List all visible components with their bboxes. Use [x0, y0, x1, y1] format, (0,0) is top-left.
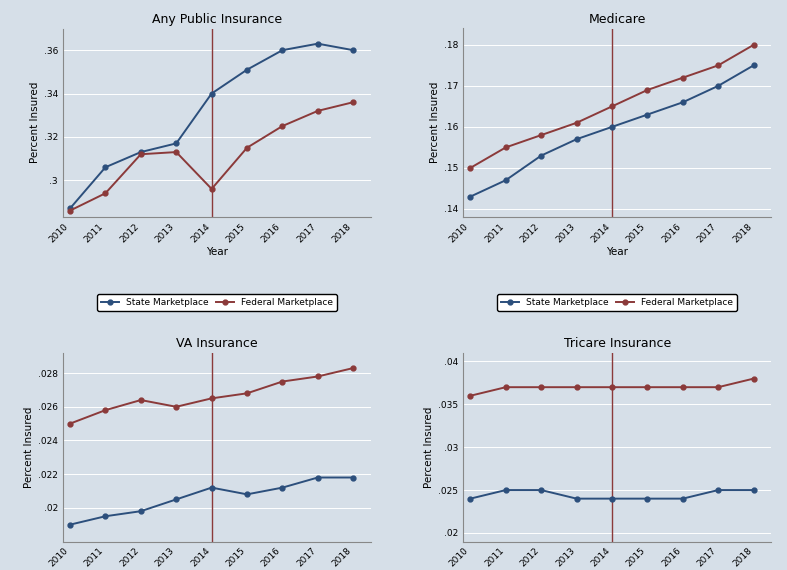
State Marketplace: [278, 484, 287, 491]
Federal Marketplace: [572, 384, 582, 390]
Federal Marketplace: [207, 185, 216, 192]
Title: Medicare: Medicare: [589, 13, 646, 26]
Federal Marketplace: [643, 87, 652, 93]
State Marketplace: [172, 140, 181, 147]
State Marketplace: [749, 487, 759, 494]
State Marketplace: [714, 487, 723, 494]
State Marketplace: [608, 495, 617, 502]
Y-axis label: Percent Insured: Percent Insured: [30, 82, 39, 164]
Line: Federal Marketplace: Federal Marketplace: [468, 43, 756, 170]
Federal Marketplace: [136, 151, 146, 158]
Federal Marketplace: [65, 207, 75, 214]
State Marketplace: [242, 491, 252, 498]
Federal Marketplace: [65, 420, 75, 427]
Y-axis label: Percent Insured: Percent Insured: [24, 406, 34, 488]
State Marketplace: [349, 47, 358, 54]
State Marketplace: [313, 40, 323, 47]
State Marketplace: [678, 99, 688, 105]
Title: Tricare Insurance: Tricare Insurance: [563, 337, 671, 351]
Federal Marketplace: [313, 373, 323, 380]
Y-axis label: Percent Insured: Percent Insured: [430, 82, 440, 164]
State Marketplace: [136, 149, 146, 156]
State Marketplace: [643, 111, 652, 118]
State Marketplace: [278, 47, 287, 54]
Line: State Marketplace: State Marketplace: [468, 487, 756, 501]
State Marketplace: [207, 90, 216, 97]
State Marketplace: [172, 496, 181, 503]
Federal Marketplace: [313, 108, 323, 115]
State Marketplace: [242, 66, 252, 73]
Federal Marketplace: [537, 384, 546, 390]
Federal Marketplace: [572, 119, 582, 126]
Federal Marketplace: [172, 404, 181, 410]
State Marketplace: [537, 152, 546, 159]
Federal Marketplace: [278, 123, 287, 129]
Federal Marketplace: [242, 390, 252, 397]
Federal Marketplace: [749, 42, 759, 48]
Federal Marketplace: [501, 384, 511, 390]
State Marketplace: [349, 474, 358, 481]
Federal Marketplace: [501, 144, 511, 151]
Line: Federal Marketplace: Federal Marketplace: [68, 100, 356, 213]
Federal Marketplace: [714, 384, 723, 390]
State Marketplace: [101, 513, 110, 520]
State Marketplace: [572, 136, 582, 142]
Legend: State Marketplace, Federal Marketplace: State Marketplace, Federal Marketplace: [497, 295, 737, 311]
Federal Marketplace: [608, 103, 617, 110]
Federal Marketplace: [242, 144, 252, 151]
Federal Marketplace: [537, 132, 546, 139]
Line: State Marketplace: State Marketplace: [468, 63, 756, 199]
State Marketplace: [101, 164, 110, 170]
Y-axis label: Percent Insured: Percent Insured: [424, 406, 434, 488]
Federal Marketplace: [278, 378, 287, 385]
Line: State Marketplace: State Marketplace: [68, 41, 356, 211]
State Marketplace: [313, 474, 323, 481]
Federal Marketplace: [749, 375, 759, 382]
Federal Marketplace: [101, 407, 110, 414]
State Marketplace: [65, 521, 75, 528]
Federal Marketplace: [466, 165, 475, 172]
State Marketplace: [501, 487, 511, 494]
Line: State Marketplace: State Marketplace: [68, 475, 356, 527]
State Marketplace: [643, 495, 652, 502]
Line: Federal Marketplace: Federal Marketplace: [68, 365, 356, 426]
State Marketplace: [714, 83, 723, 89]
State Marketplace: [749, 62, 759, 69]
State Marketplace: [678, 495, 688, 502]
Federal Marketplace: [136, 397, 146, 404]
Federal Marketplace: [172, 149, 181, 156]
State Marketplace: [207, 484, 216, 491]
State Marketplace: [136, 508, 146, 515]
State Marketplace: [537, 487, 546, 494]
State Marketplace: [466, 495, 475, 502]
Federal Marketplace: [643, 384, 652, 390]
Federal Marketplace: [714, 62, 723, 69]
Federal Marketplace: [101, 190, 110, 197]
Legend: State Marketplace, Federal Marketplace: State Marketplace, Federal Marketplace: [97, 295, 337, 311]
X-axis label: Year: Year: [206, 247, 228, 257]
Federal Marketplace: [349, 365, 358, 372]
State Marketplace: [65, 205, 75, 212]
Federal Marketplace: [678, 384, 688, 390]
State Marketplace: [466, 193, 475, 200]
Federal Marketplace: [207, 395, 216, 402]
State Marketplace: [501, 177, 511, 184]
Title: Any Public Insurance: Any Public Insurance: [152, 13, 282, 26]
State Marketplace: [608, 124, 617, 131]
Federal Marketplace: [349, 99, 358, 105]
Line: Federal Marketplace: Federal Marketplace: [468, 376, 756, 398]
Federal Marketplace: [466, 392, 475, 399]
State Marketplace: [572, 495, 582, 502]
Federal Marketplace: [608, 384, 617, 390]
Federal Marketplace: [678, 74, 688, 81]
X-axis label: Year: Year: [606, 247, 628, 257]
Title: VA Insurance: VA Insurance: [176, 337, 258, 351]
